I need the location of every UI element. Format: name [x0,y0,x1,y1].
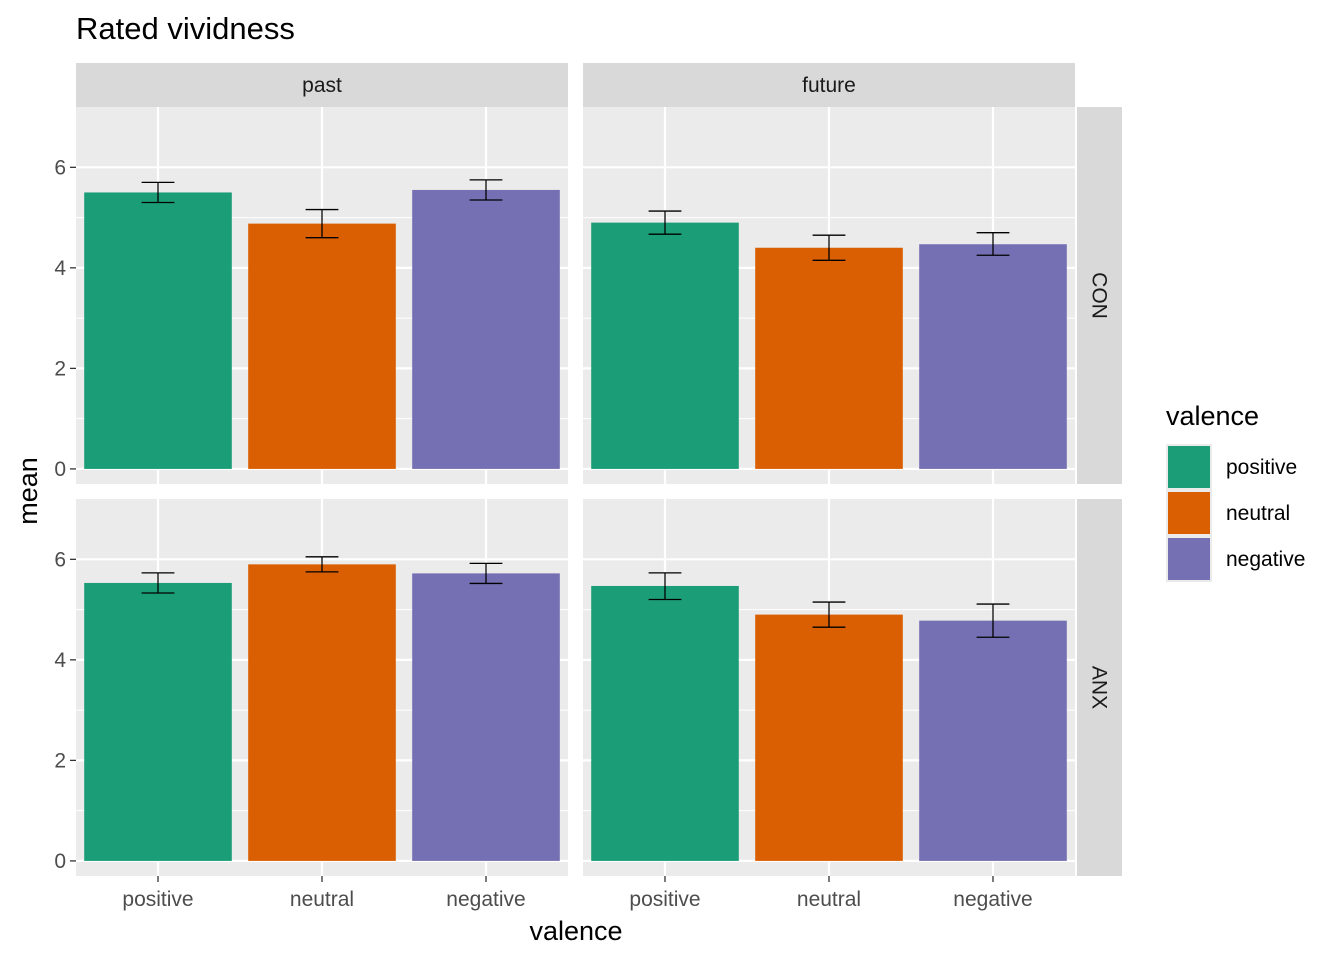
panel-past-ANX [76,499,568,876]
error-bar-negative [469,562,503,585]
bar-future-CON-neutral [755,247,903,469]
chart-title: Rated vividness [76,11,295,46]
error-bar-positive [141,572,175,594]
error-bar-positive [141,181,175,204]
y-tick-label: 0 [54,850,66,873]
panel-past-CON [76,107,568,484]
strip-future [583,63,1075,107]
error-bar-neutral [305,208,339,239]
legend-swatch-negative [1168,538,1210,580]
strip-label-future: future [802,74,856,97]
error-bar-neutral [305,556,339,573]
legend-swatch-positive [1168,446,1210,488]
strip-past [76,63,568,107]
error-bar-negative [469,179,503,201]
error-bar-neutral [812,234,846,261]
strip-label-past: past [302,74,342,97]
error-bar-negative [976,232,1010,256]
strip-CON [1077,107,1122,484]
x-tick-label-positive: positive [629,888,700,911]
legend-title: valence [1166,401,1259,431]
x-tick-label-negative: negative [953,888,1032,911]
x-tick-label-negative: negative [446,888,525,911]
strip-label-ANX: ANX [1088,666,1111,709]
bar-past-ANX-positive [84,582,232,861]
bar-past-CON-negative [412,189,560,469]
strip-ANX [1077,499,1122,876]
bar-past-ANX-negative [412,573,560,861]
bar-future-CON-positive [591,222,739,469]
panel-future-ANX [583,499,1075,876]
facet-panels: past future CON ANX 0 2 4 6 0 2 4 6 positive neutral n… [54,63,1122,911]
bar-future-ANX-positive [591,585,739,861]
legend-label-positive: positive [1226,456,1297,479]
bar-past-CON-neutral [248,223,396,469]
x-axis-title: valence [529,916,622,946]
x-tick-label-neutral: neutral [797,888,861,911]
x-tick-label-neutral: neutral [290,888,354,911]
y-tick-label: 6 [54,156,66,179]
legend-label-negative: negative [1226,548,1305,571]
y-tick-label: 4 [54,649,66,672]
strip-label-CON: CON [1088,272,1111,319]
bar-future-ANX-neutral [755,614,903,861]
y-tick-label: 2 [54,357,66,380]
x-tick-label-positive: positive [122,888,193,911]
y-tick-label: 4 [54,257,66,280]
bar-future-ANX-negative [919,620,1067,861]
error-bar-negative [976,603,1010,638]
y-tick-label: 0 [54,458,66,481]
error-bar-positive [648,210,682,235]
error-bar-neutral [812,601,846,628]
bar-future-CON-negative [919,244,1067,469]
bar-past-CON-positive [84,192,232,469]
panel-future-CON [583,107,1075,484]
legend: valence positive neutral negative [1166,401,1305,582]
y-axis-title: mean [13,457,43,525]
bar-past-ANX-neutral [248,564,396,861]
legend-swatch-neutral [1168,492,1210,534]
legend-label-neutral: neutral [1226,502,1290,525]
error-bar-positive [648,572,682,601]
y-tick-label: 6 [54,548,66,571]
y-tick-label: 2 [54,749,66,772]
